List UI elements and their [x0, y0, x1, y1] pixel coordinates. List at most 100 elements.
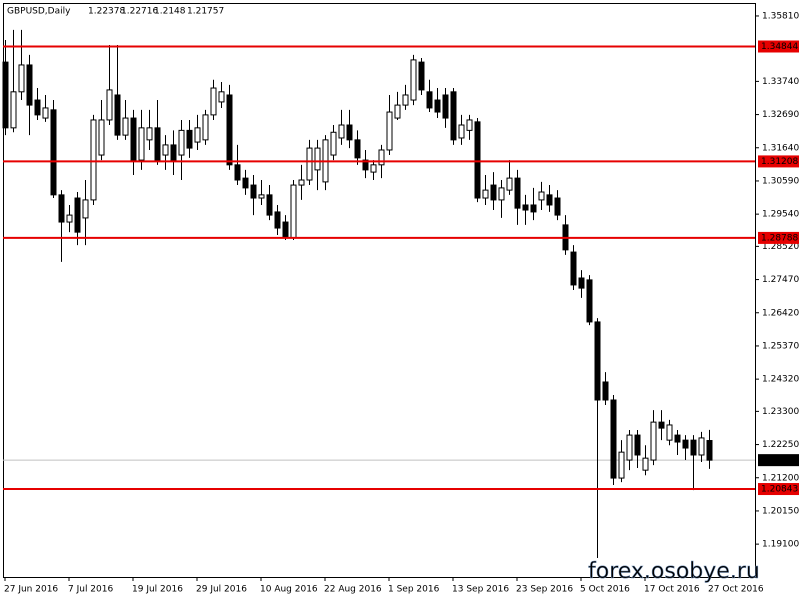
y-tick-label: 1.19100: [762, 540, 799, 550]
candle-body: [122, 117, 129, 136]
x-tick-label: 5 Oct 2016: [580, 585, 630, 595]
candle-body: [186, 129, 193, 149]
candle-body: [306, 147, 313, 181]
y-tick-label: 1.31640: [762, 143, 799, 153]
candle-body: [666, 424, 673, 441]
candle-body: [698, 437, 705, 456]
x-tick-label: 27 Oct 2016: [708, 585, 764, 595]
current-price-box: [758, 454, 799, 467]
candle-body: [42, 107, 49, 119]
candle-body: [530, 204, 537, 213]
candle-body: [634, 434, 641, 456]
y-tick-label: 1.29540: [762, 210, 799, 220]
y-tick-label: 1.23300: [762, 407, 799, 417]
x-tick-label: 17 Oct 2016: [644, 585, 700, 595]
plot-frame: [3, 3, 756, 578]
x-tick-label: 19 Jul 2016: [132, 585, 183, 595]
candle-body: [506, 177, 513, 191]
candle-body: [626, 434, 633, 461]
candle-body: [682, 439, 689, 449]
y-tick-label: 1.35810: [762, 11, 799, 21]
candle-body: [10, 91, 17, 129]
candle-body: [210, 87, 217, 116]
candle-body: [266, 194, 273, 216]
candle-body: [178, 129, 185, 156]
candle-body: [98, 119, 105, 156]
candle-body: [130, 117, 137, 161]
candle-body: [250, 184, 257, 199]
candle-body: [146, 127, 153, 141]
x-tick-label: 29 Jul 2016: [196, 585, 247, 595]
candle-body: [50, 109, 57, 196]
candle-body: [458, 124, 465, 139]
candle-body: [194, 127, 201, 143]
candle-body: [514, 177, 521, 209]
x-tick-label: 22 Aug 2016: [324, 585, 382, 595]
candle-body: [658, 421, 665, 429]
candle-body: [618, 451, 625, 479]
candle-body: [354, 139, 361, 159]
header-low: 1.2148: [154, 7, 186, 17]
candle-body: [90, 119, 97, 201]
candle-body: [482, 189, 489, 199]
candle-body: [362, 159, 369, 171]
level-label-box: [758, 155, 799, 168]
candle-body: [650, 421, 657, 461]
candle-body: [570, 251, 577, 286]
candle-body: [346, 124, 353, 141]
candle-body: [498, 187, 505, 201]
candle-body: [474, 121, 481, 199]
candle-body: [418, 61, 425, 91]
x-tick-label: 7 Jul 2016: [68, 585, 113, 595]
candle-body: [218, 91, 225, 103]
candle-body: [18, 64, 25, 93]
candle-body: [290, 184, 297, 239]
candle-body: [234, 164, 241, 181]
candle-body: [26, 64, 33, 106]
level-label: 1.34844: [761, 42, 798, 52]
level-label-box: [758, 40, 799, 53]
candle-body: [298, 179, 305, 186]
y-tick-label: 1.30590: [762, 176, 799, 186]
candle-body: [554, 197, 561, 216]
candle-body: [106, 89, 113, 121]
candle-body: [154, 127, 161, 161]
level-label-box: [758, 231, 799, 244]
x-tick-label: 1 Sep 2016: [388, 585, 440, 595]
candle-body: [442, 94, 449, 119]
candle-body: [642, 457, 649, 471]
x-tick-label: 27 Jun 2016: [4, 585, 58, 595]
candle-body: [82, 199, 89, 219]
candle-body: [378, 149, 385, 166]
chart-title: GBPUSD,Daily: [7, 7, 71, 17]
candle-body: [674, 434, 681, 443]
y-tick-label: 1.21200: [762, 473, 799, 483]
y-tick-label: 1.27470: [762, 275, 799, 285]
candle-body: [258, 194, 265, 199]
candle-body: [410, 59, 417, 101]
header-open: 1.22378: [88, 7, 125, 17]
candle-body: [690, 439, 697, 456]
y-tick-label: 1.26420: [762, 308, 799, 318]
candle-body: [450, 91, 457, 141]
candle-body: [170, 144, 177, 161]
candle-body: [602, 381, 609, 401]
candle-body: [434, 99, 441, 113]
y-tick-label: 1.24320: [762, 375, 799, 385]
watermark: forex.osobye.ru: [588, 559, 760, 584]
level-label: 1.31208: [761, 157, 798, 167]
candle-body: [402, 94, 409, 106]
candle-body: [66, 214, 73, 223]
candle-body: [706, 440, 713, 461]
candle-body: [138, 127, 145, 161]
candle-body: [594, 321, 601, 401]
level-label-box: [758, 483, 799, 496]
y-tick-label: 1.20150: [762, 506, 799, 516]
candle-body: [330, 131, 337, 156]
candle-body: [490, 184, 497, 201]
x-tick-label: 23 Sep 2016: [516, 585, 573, 595]
candle-body: [578, 277, 585, 289]
candle-body: [58, 194, 65, 223]
candle-body: [242, 177, 249, 189]
